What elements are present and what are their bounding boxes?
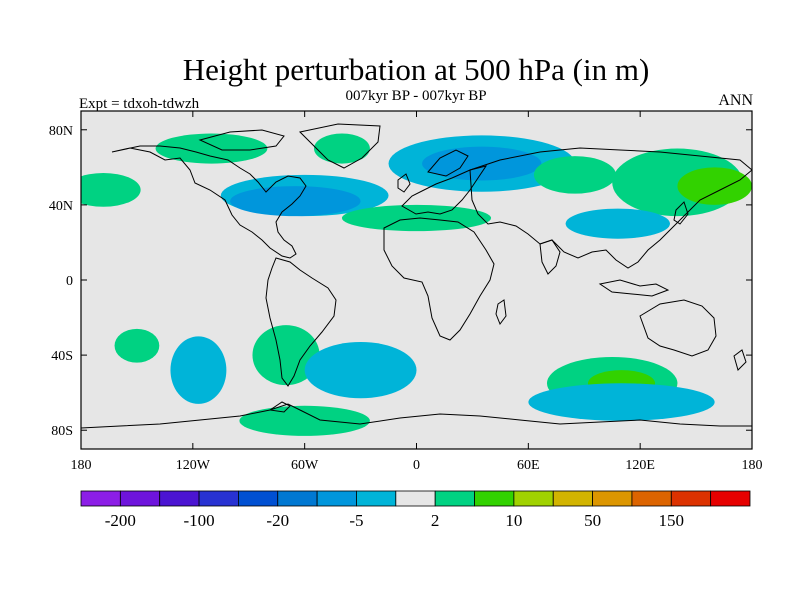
colorbar-swatch (119, 490, 161, 507)
colorbar-label: 2 (431, 511, 440, 530)
colorbar-swatch (356, 490, 397, 507)
figure-title: Height perturbation at 500 hPa (in m) (182, 52, 650, 87)
field-neg-s-atlantic (304, 341, 417, 399)
field-pos-s-pacific-w (114, 328, 160, 363)
coast-europe (401, 165, 488, 215)
colorbar-swatch (710, 490, 751, 507)
lat-tick-label: 80S (51, 424, 73, 439)
colorbar-label: 10 (505, 511, 522, 530)
coast-new-zealand (733, 349, 747, 371)
coast-south-america (265, 257, 337, 387)
colorbar-swatch (277, 490, 318, 507)
colorbar-swatch (198, 490, 239, 507)
axis-ticks: 80N 40N 0 40S 80S 180 120W 60W 0 60E 120E 180 (49, 111, 763, 473)
lon-tick-label: 60W (291, 458, 319, 473)
contour-fields (81, 133, 752, 436)
coast-madagascar (495, 299, 507, 326)
coast-indonesia (598, 279, 670, 297)
colorbar-swatch (316, 490, 357, 507)
colorbar-swatch (395, 490, 436, 507)
lat-tick-label: 40S (51, 349, 73, 364)
field-pos-s-america (252, 325, 320, 386)
colorbar-label: 150 (659, 511, 685, 530)
field-neg-s-pacific (170, 336, 227, 404)
coast-australia (639, 299, 717, 357)
lon-tick-label: 180 (71, 458, 92, 473)
lon-tick-label: 180 (742, 458, 763, 473)
coast-asia (469, 147, 752, 269)
field-pos-n-pacific-core (677, 167, 752, 205)
lon-tick-label: 120E (625, 458, 655, 473)
colorbar: -200 -100 -20 -5 2 10 50 150 (80, 490, 751, 530)
lon-tick-label: 120W (176, 458, 211, 473)
field-neg-eurasia-core (422, 146, 542, 181)
lat-tick-label: 80N (49, 124, 73, 139)
coast-japan (673, 201, 689, 225)
colorbar-label: 50 (584, 511, 601, 530)
coast-arctic-islands (198, 129, 285, 151)
colorbar-swatch (474, 490, 515, 507)
coast-antarctica (81, 403, 752, 429)
coastlines (81, 123, 752, 429)
colorbar-swatch (238, 490, 279, 507)
coast-greenland (298, 123, 381, 169)
colorbar-swatch (513, 490, 554, 507)
lat-tick-label: 0 (66, 274, 73, 289)
coast-india (539, 239, 561, 275)
colorbar-swatch (80, 490, 121, 507)
coast-north-america (111, 145, 307, 259)
field-neg-china (565, 208, 670, 239)
field-neg-s-indian-ring (528, 383, 715, 421)
colorbar-swatch (552, 490, 593, 507)
season-label: ANN (718, 92, 753, 109)
colorbar-label: -200 (105, 511, 136, 530)
coast-antarctic-peninsula (268, 401, 291, 413)
colorbar-label: -20 (266, 511, 289, 530)
field-pos-n-america (155, 133, 268, 164)
colorbar-swatch (592, 490, 633, 507)
coast-africa (383, 217, 495, 341)
lon-tick-label: 0 (413, 458, 420, 473)
field-pos-antarctic (239, 405, 370, 436)
field-pos-asia (533, 156, 616, 194)
colorbar-label: -5 (349, 511, 363, 530)
lon-tick-label: 60E (517, 458, 540, 473)
colorbar-label: -100 (183, 511, 214, 530)
lat-tick-label: 40N (49, 199, 73, 214)
colorbar-swatch (670, 490, 712, 507)
coast-british-isles (397, 173, 411, 193)
figure-subtitle: 007kyr BP - 007kyr BP (345, 88, 487, 104)
experiment-label: Expt = tdxoh-tdwzh (79, 96, 200, 112)
colorbar-swatch (631, 490, 672, 507)
field-pos-w-pacific (81, 172, 141, 207)
colorbar-swatch (434, 490, 475, 507)
colorbar-swatch (159, 490, 200, 507)
coast-scandinavia (427, 149, 469, 177)
field-pos-greenland (313, 133, 370, 164)
